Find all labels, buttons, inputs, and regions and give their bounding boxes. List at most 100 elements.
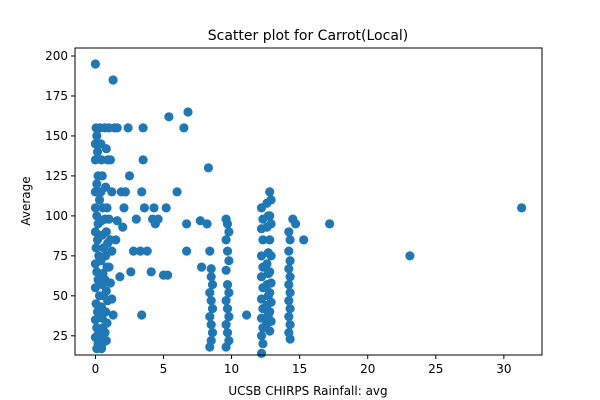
scatter-point bbox=[207, 328, 218, 338]
scatter-point bbox=[285, 304, 295, 314]
scatter-point bbox=[221, 296, 231, 306]
scatter-point bbox=[224, 312, 234, 322]
y-axis-label: Average bbox=[19, 176, 33, 225]
scatter-point bbox=[221, 265, 231, 275]
scatter-point bbox=[172, 187, 182, 197]
scatter-point bbox=[137, 310, 147, 320]
scatter-point bbox=[138, 155, 148, 165]
x-tick-label: 10 bbox=[224, 362, 239, 376]
scatter-point bbox=[137, 187, 147, 197]
scatter-point bbox=[146, 267, 156, 277]
scatter-point bbox=[256, 348, 267, 358]
scatter-point bbox=[266, 316, 276, 326]
scatter-point bbox=[266, 278, 276, 288]
scatter-point bbox=[222, 246, 233, 256]
scatter-point bbox=[224, 288, 234, 298]
scatter-point bbox=[92, 147, 103, 157]
scatter-point bbox=[265, 235, 275, 245]
scatter-point bbox=[101, 227, 111, 237]
scatter-point bbox=[207, 280, 218, 290]
scatter-point bbox=[265, 288, 275, 298]
scatter-point bbox=[206, 320, 216, 330]
scatter-point bbox=[405, 251, 415, 261]
scatter-point bbox=[102, 203, 112, 213]
scatter-point bbox=[284, 280, 294, 290]
scatter-point bbox=[266, 195, 276, 205]
scatter-point bbox=[135, 246, 145, 256]
scatter-point bbox=[206, 272, 216, 282]
scatter-point bbox=[182, 219, 192, 229]
scatter-point bbox=[90, 59, 100, 69]
x-axis-ticks: 0 5 10 15 20 25 30 bbox=[92, 355, 512, 376]
scatter-point bbox=[265, 267, 275, 277]
y-axis-ticks: 25 50 75 100 125 150 175 200 bbox=[45, 49, 75, 343]
scatter-point bbox=[108, 310, 118, 320]
scatter-point bbox=[123, 123, 133, 133]
y-tick-label: 150 bbox=[45, 129, 68, 143]
scatter-point bbox=[221, 320, 231, 330]
scatter-point bbox=[224, 256, 234, 266]
scatter-point bbox=[92, 131, 102, 141]
chart-title: Scatter plot for Carrot(Local) bbox=[208, 28, 409, 44]
scatter-point bbox=[91, 243, 101, 253]
scatter-point bbox=[256, 331, 267, 341]
scatter-point bbox=[112, 123, 122, 133]
scatter-point bbox=[115, 272, 125, 282]
scatter-point bbox=[94, 195, 105, 205]
scatter-point bbox=[107, 246, 117, 256]
scatter-point bbox=[221, 235, 231, 245]
scatter-point bbox=[107, 294, 117, 304]
scatter-point bbox=[265, 211, 275, 221]
scatter-point bbox=[182, 246, 192, 256]
scatter-point bbox=[205, 288, 215, 298]
scatter-point bbox=[206, 296, 216, 306]
x-tick-label: 15 bbox=[292, 362, 307, 376]
scatter-point bbox=[205, 342, 215, 352]
scatter-point bbox=[299, 235, 309, 245]
scatter-point bbox=[118, 222, 128, 232]
y-tick-label: 100 bbox=[45, 209, 68, 223]
scatter-point bbox=[126, 267, 136, 277]
scatter-point bbox=[119, 203, 129, 213]
scatter-point bbox=[128, 246, 139, 256]
plot-frame bbox=[74, 47, 543, 356]
y-tick-label: 125 bbox=[45, 169, 68, 183]
x-tick-label: 30 bbox=[496, 362, 511, 376]
scatter-point bbox=[285, 320, 295, 330]
scatter-point bbox=[164, 112, 174, 122]
scatter-point bbox=[139, 203, 149, 213]
scatter-point bbox=[104, 214, 114, 224]
points-layer bbox=[90, 59, 527, 358]
scatter-point bbox=[120, 187, 130, 197]
scatter-point bbox=[325, 219, 335, 229]
scatter-point bbox=[107, 187, 117, 197]
y-tick-label: 200 bbox=[45, 49, 68, 63]
scatter-point bbox=[202, 219, 212, 229]
scatter-point bbox=[101, 144, 111, 154]
x-tick-label: 20 bbox=[360, 362, 375, 376]
scatter-point bbox=[266, 219, 276, 229]
scatter-point bbox=[149, 203, 159, 213]
scatter-point bbox=[222, 328, 233, 338]
x-tick-label: 5 bbox=[160, 362, 168, 376]
y-tick-label: 175 bbox=[45, 89, 68, 103]
y-tick-label: 50 bbox=[53, 289, 68, 303]
scatter-point bbox=[108, 75, 118, 85]
scatter-point bbox=[104, 262, 114, 272]
scatter-point bbox=[285, 288, 295, 298]
scatter-point bbox=[101, 286, 111, 296]
x-tick-label: 0 bbox=[92, 362, 100, 376]
x-tick-label: 25 bbox=[428, 362, 443, 376]
scatter-point bbox=[161, 203, 171, 213]
scatter-point bbox=[517, 203, 527, 213]
scatter-point bbox=[291, 219, 301, 229]
scatter-point bbox=[262, 259, 272, 269]
scatter-point bbox=[92, 179, 102, 189]
scatter-point bbox=[153, 214, 163, 224]
scatter-point bbox=[242, 310, 252, 320]
scatter-point bbox=[266, 251, 276, 261]
y-tick-label: 75 bbox=[53, 249, 68, 263]
scatter-point bbox=[105, 278, 115, 288]
